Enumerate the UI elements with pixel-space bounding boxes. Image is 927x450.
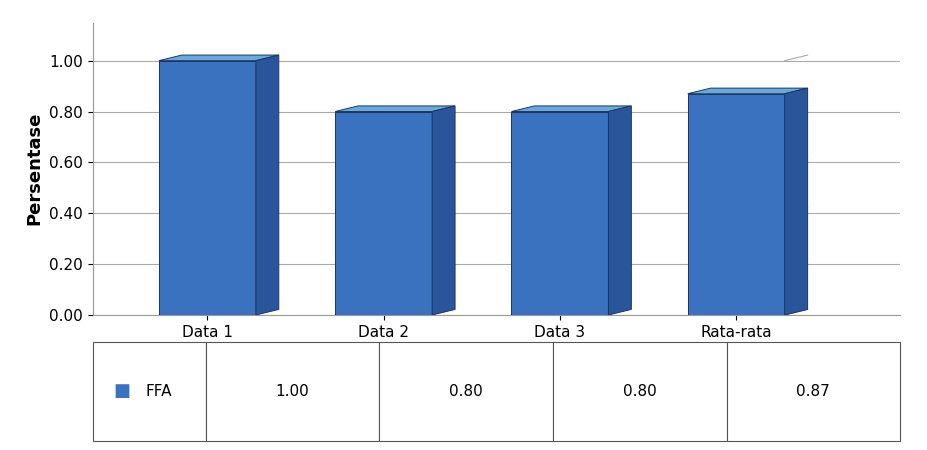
Polygon shape	[335, 106, 454, 112]
Polygon shape	[784, 88, 806, 315]
Polygon shape	[511, 106, 630, 112]
Polygon shape	[159, 61, 256, 315]
Text: FFA: FFA	[146, 384, 171, 399]
Polygon shape	[608, 106, 630, 315]
Polygon shape	[511, 112, 608, 315]
Polygon shape	[159, 55, 278, 61]
Y-axis label: Persentase: Persentase	[26, 112, 44, 225]
Polygon shape	[432, 106, 454, 315]
Polygon shape	[256, 55, 278, 315]
Polygon shape	[335, 112, 432, 315]
Polygon shape	[687, 94, 784, 315]
Polygon shape	[687, 88, 806, 94]
Text: ■: ■	[113, 382, 130, 400]
